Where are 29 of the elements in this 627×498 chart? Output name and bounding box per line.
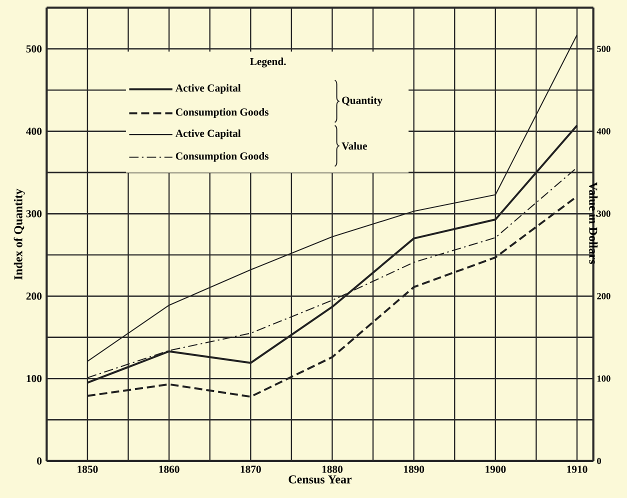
y-tick-label: 0	[37, 457, 42, 465]
x-tick-label: 1850	[78, 466, 98, 473]
y2-tick-label: 500	[597, 46, 610, 52]
x-tick-label: 1910	[567, 466, 588, 473]
legend-label: Consumption Goods	[176, 108, 268, 118]
x-tick-label: 1880	[322, 466, 343, 473]
x-tick-label: 1860	[159, 466, 180, 473]
y-tick-label: 100	[26, 374, 42, 382]
legend-label: Consumption Goods	[176, 152, 268, 162]
y-tick-label: 400	[26, 128, 42, 135]
x-tick-label: 1900	[486, 466, 506, 473]
y-tick-label: 200	[26, 292, 42, 300]
annotation: Quantity	[342, 96, 382, 106]
y-tick-label: 300	[26, 210, 42, 218]
legend-label: Active Capital	[176, 84, 241, 94]
y-tick-label: 500	[26, 45, 42, 52]
legend-title: Legend.	[250, 58, 286, 68]
x-axis-title: Census Year	[288, 475, 352, 484]
y2-tick-label: 200	[597, 292, 610, 300]
annotation: Value	[342, 142, 368, 150]
y2-tick-label: 300	[597, 210, 610, 217]
y2-axis-title: Value in Dollars	[589, 182, 598, 264]
y2-tick-label: 100	[597, 375, 610, 382]
y2-tick-label: 0	[597, 458, 602, 464]
x-tick-label: 1870	[240, 466, 261, 473]
y2-tick-label: 400	[596, 128, 610, 134]
x-tick-label: 1890	[404, 466, 424, 473]
y-axis-title: Index of Quantity	[14, 188, 25, 280]
legend-label: Active Capital	[176, 129, 241, 140]
